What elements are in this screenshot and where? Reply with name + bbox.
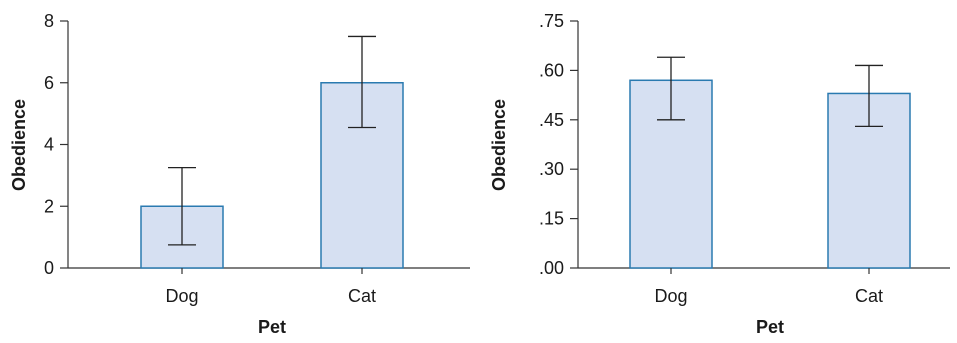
y-tick-label: .60 bbox=[539, 60, 564, 80]
y-tick-label: 0 bbox=[44, 258, 54, 278]
y-tick-label: 2 bbox=[44, 196, 54, 216]
y-tick-label: .15 bbox=[539, 209, 564, 229]
x-tick-label: Dog bbox=[654, 286, 687, 306]
x-axis-title: Pet bbox=[258, 317, 286, 337]
y-tick-label: 6 bbox=[44, 73, 54, 93]
y-tick-label: 8 bbox=[44, 11, 54, 31]
left-bar-chart: 0 2 4 6 8 Dog Cat Pet Obedience bbox=[9, 11, 470, 337]
x-tick-label: Dog bbox=[165, 286, 198, 306]
y-tick-label: 4 bbox=[44, 135, 54, 155]
y-axis-title: Obedience bbox=[489, 99, 509, 191]
y-tick-label: .00 bbox=[539, 258, 564, 278]
x-tick-label: Cat bbox=[855, 286, 883, 306]
y-tick-label: .45 bbox=[539, 110, 564, 130]
x-tick-label: Cat bbox=[348, 286, 376, 306]
right-bar-chart: .00 .15 .30 .45 .60 .75 Dog Cat Pet Obedience bbox=[489, 11, 950, 337]
x-axis-title: Pet bbox=[756, 317, 784, 337]
y-tick-label: .30 bbox=[539, 159, 564, 179]
y-axis-title: Obedience bbox=[9, 99, 29, 191]
y-tick-label: .75 bbox=[539, 11, 564, 31]
